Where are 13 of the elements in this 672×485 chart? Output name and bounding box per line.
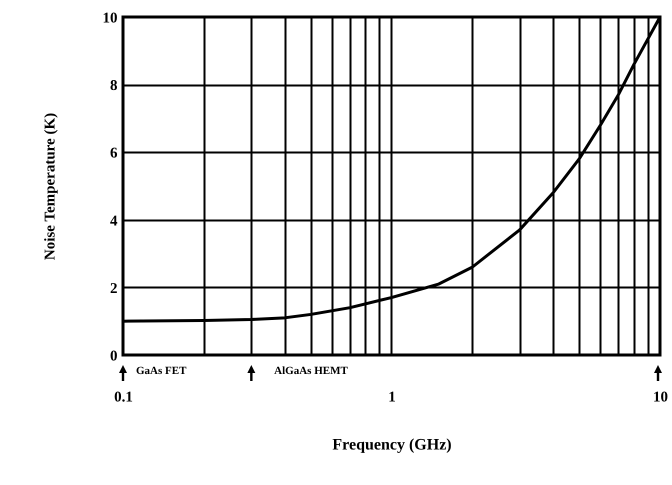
y-tick-label: 10 (102, 10, 118, 26)
x-tick-label: 10 (653, 390, 668, 406)
text: AlGaAs HEMT (274, 365, 348, 377)
y-axis-title: Noise Temperature (K) (42, 112, 58, 260)
y-tick-label: 0 (110, 348, 118, 364)
y-tick-label: 4 (110, 213, 118, 230)
x-axis-title: Frequency (GHz) (332, 436, 452, 454)
x-tick-label: 0.1 (114, 390, 133, 406)
y-tick-label: 2 (110, 280, 118, 297)
text: GaAs FET (136, 365, 186, 377)
x-tick-label: 1 (388, 390, 396, 406)
y-tick-label: 6 (110, 146, 118, 162)
y-tick-label: 8 (110, 78, 118, 94)
